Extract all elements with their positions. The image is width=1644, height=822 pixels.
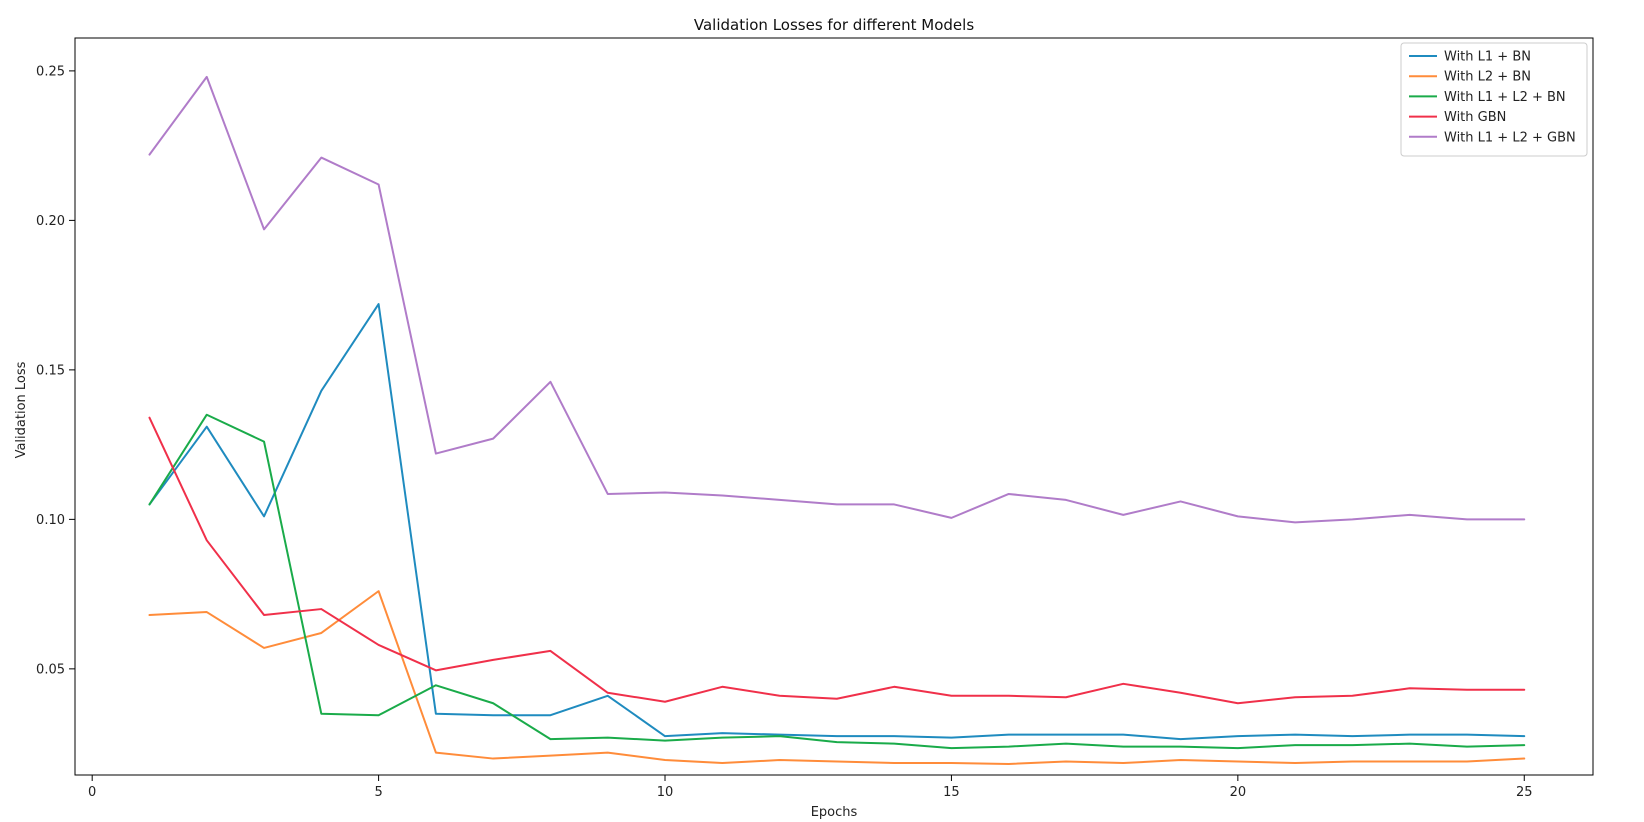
- x-axis-label: Epochs: [811, 805, 858, 820]
- x-tick-label: 5: [374, 785, 382, 800]
- x-axis: 0 5 10 15 20 25: [88, 775, 1533, 800]
- legend-box: [1400, 42, 1588, 157]
- x-tick-label: 0: [88, 785, 96, 800]
- y-axis-label: Validation Loss: [14, 361, 29, 458]
- y-tick-label: 0.20: [36, 214, 65, 229]
- legend-label: With L1 + L2 + BN: [1444, 90, 1566, 105]
- legend-label: With L1 + BN: [1444, 50, 1531, 65]
- x-tick-label: 20: [1230, 785, 1247, 800]
- series-lines: [148, 75, 1526, 765]
- y-tick-label: 0.10: [36, 513, 65, 528]
- y-axis: 0.05 0.10 0.15 0.20 0.25: [36, 64, 75, 677]
- legend-label: With GBN: [1444, 110, 1506, 125]
- series-line-5: [148, 75, 1526, 524]
- series-line-3: [148, 413, 1526, 750]
- series-line-1: [148, 303, 1526, 741]
- series-line-2: [148, 590, 1526, 765]
- x-tick-label: 25: [1516, 785, 1533, 800]
- plot-frame: [74, 37, 1594, 776]
- chart-title: Validation Losses for different Models: [694, 16, 974, 34]
- legend: With L1 + BN With L2 + BN With L1 + L2 + B…: [1400, 42, 1588, 157]
- y-tick-label: 0.05: [36, 662, 65, 677]
- legend-label: With L1 + L2 + GBN: [1444, 130, 1576, 145]
- series-line-4: [148, 416, 1526, 705]
- x-tick-label: 15: [943, 785, 960, 800]
- y-tick-label: 0.15: [36, 363, 65, 378]
- legend-label: With L2 + BN: [1444, 70, 1531, 85]
- x-tick-label: 10: [657, 785, 674, 800]
- y-tick-label: 0.25: [36, 64, 65, 79]
